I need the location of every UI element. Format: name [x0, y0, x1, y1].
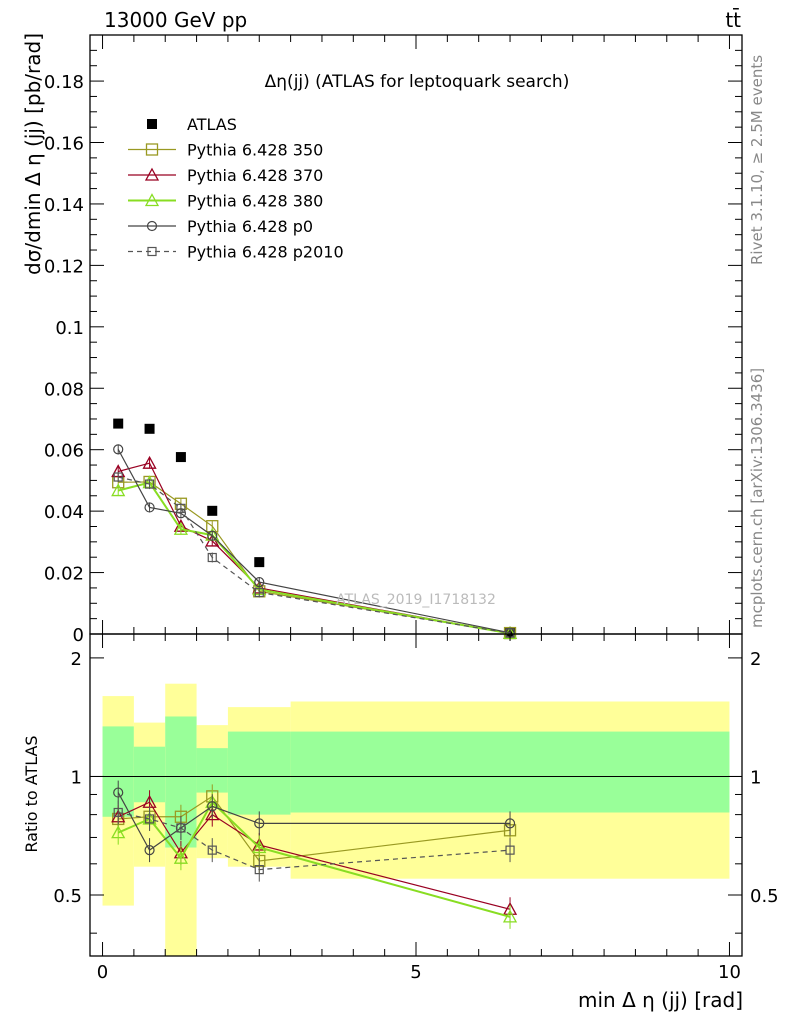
legend-label: Pythia 6.428 p2010: [187, 243, 344, 262]
ratio-point-p0: [504, 818, 516, 829]
data-point-p2010: [254, 587, 264, 598]
ratio-point-p2010: [505, 845, 515, 855]
data-point-p0: [254, 576, 265, 588]
ratio-point-p2010: [254, 865, 264, 875]
ratio-y-axis-label: Ratio to ATLAS: [22, 735, 41, 852]
ratio-point-p380: [173, 850, 188, 864]
x-axis-label: min Δ η (jj) [rad]: [578, 988, 743, 1012]
data-point-p380: [173, 521, 188, 535]
ratio-point-p380: [252, 840, 267, 854]
series-line-p2010: [118, 476, 511, 634]
ratio-y-tick-label-right: 2: [750, 649, 761, 670]
data-point-p2010: [113, 472, 123, 482]
series-p350: [112, 475, 517, 640]
y-tick-label: 0.1: [55, 318, 84, 339]
main-panel: 0 0.02 0.04 0.06 0.08 0.1 0.12 0.14 0.16 0.18: [44, 34, 743, 646]
uncertainty-band-inner: [290, 731, 730, 813]
ratio-point-p0: [113, 787, 124, 798]
legend-entry-p2010: Pythia 6.428 p2010: [128, 243, 344, 262]
energy-label: 13000 GeV pp: [104, 8, 247, 32]
ratio-point-p2010: [113, 807, 123, 818]
y-tick-label: 0.08: [44, 379, 84, 400]
legend-entry-p380: Pythia 6.428 380: [128, 192, 323, 211]
rivet-label: Rivet 3.1.10, ≥ 2.5M events: [748, 55, 766, 265]
ratio-point-p380: [502, 909, 518, 923]
legend: ATLAS Pythia 6.428 350 Pythia 6.428 370 Pyt…: [128, 115, 344, 262]
data-point-data: [207, 505, 218, 516]
data-point-p2010: [144, 479, 155, 489]
y-tick-label: 0.18: [44, 72, 84, 93]
legend-label: Pythia 6.428 380: [187, 192, 323, 211]
ratio-y-tick-label-right: 1: [750, 767, 761, 788]
y-tick-label: 0: [73, 625, 84, 646]
legend-label: Pythia 6.428 370: [187, 166, 323, 185]
ratio-line-p2010: [118, 811, 511, 871]
x-tick-label: 10: [718, 962, 741, 983]
series-p2010: [113, 472, 515, 639]
legend-marker: [146, 220, 158, 232]
mcplots-label: mcplots.cern.ch [arXiv:1306.3436]: [748, 368, 766, 628]
legend-marker: [145, 143, 159, 156]
legend-entry-p0: Pythia 6.428 p0: [128, 217, 313, 236]
y-tick-label: 0.12: [44, 256, 84, 277]
x-tick-label: 0: [97, 962, 108, 983]
data-point-p380: [111, 483, 126, 497]
y-tick-label: 0.04: [44, 502, 84, 523]
ratio-line-p0: [117, 792, 511, 852]
legend-marker: [144, 167, 160, 181]
data-point-p2010: [176, 503, 186, 513]
legend-label: ATLAS: [187, 115, 237, 134]
ratio-point-p380: [111, 825, 126, 839]
ratio-point-p370: [205, 807, 220, 821]
legend-marker: [147, 119, 157, 129]
uncertainty-band-inner: [227, 731, 291, 815]
ratio-point-p0: [207, 801, 218, 812]
series-p0: [113, 444, 516, 638]
data-point-p0: [113, 444, 124, 455]
ratio-y-tick-label: 2: [71, 649, 82, 670]
legend-entry-data: ATLAS: [147, 115, 237, 134]
ratio-series-p2010: [113, 800, 515, 882]
data-point-p0: [144, 502, 155, 513]
legend-marker: [144, 193, 160, 207]
data-point-data: [144, 423, 155, 434]
y-tick-label: 0.06: [44, 441, 84, 462]
series-p370: [111, 455, 518, 640]
ratio-y-tick-label: 0.5: [53, 886, 82, 907]
process-label: tt̄: [725, 7, 741, 32]
series-p380: [111, 475, 518, 640]
y-axis-label: dσ/dmin Δ η (jj) [pb/rad]: [21, 33, 45, 275]
chart-title: Δη(jj) (ATLAS for leptoquark search): [265, 72, 570, 92]
ratio-point-p2010: [207, 845, 217, 855]
data-point-p2010: [207, 552, 217, 563]
ratio-y-tick-label-right: 0.5: [750, 886, 779, 907]
ratio-point-p2010: [176, 823, 186, 833]
ratio-panel: 0 5 10 0.5 0.5 1 1 2 2: [53, 633, 779, 983]
legend-marker: [147, 246, 157, 257]
ratio-point-p0: [254, 818, 265, 829]
legend-label: Pythia 6.428 p0: [187, 217, 313, 236]
data-point-data: [254, 557, 265, 568]
data-point-data: [113, 418, 124, 429]
x-tick-label: 5: [410, 962, 421, 983]
legend-entry-p370: Pythia 6.428 370: [128, 166, 323, 185]
y-tick-label: 0.14: [44, 195, 84, 216]
series-line-p0: [117, 449, 511, 634]
legend-label: Pythia 6.428 350: [187, 141, 323, 160]
y-tick-label: 0.16: [44, 134, 84, 155]
ratio-point-p2010: [144, 814, 155, 824]
ratio-y-tick-label: 1: [71, 767, 82, 788]
legend-entry-p350: Pythia 6.428 350: [128, 141, 323, 160]
watermark: ATLAS_2019_I1718132: [336, 592, 496, 608]
y-tick-label: 0.02: [44, 564, 84, 585]
ratio-point-p0: [144, 845, 155, 856]
data-point-p0: [207, 530, 218, 541]
data-point-p370: [142, 455, 157, 469]
data-point-data: [175, 452, 186, 463]
